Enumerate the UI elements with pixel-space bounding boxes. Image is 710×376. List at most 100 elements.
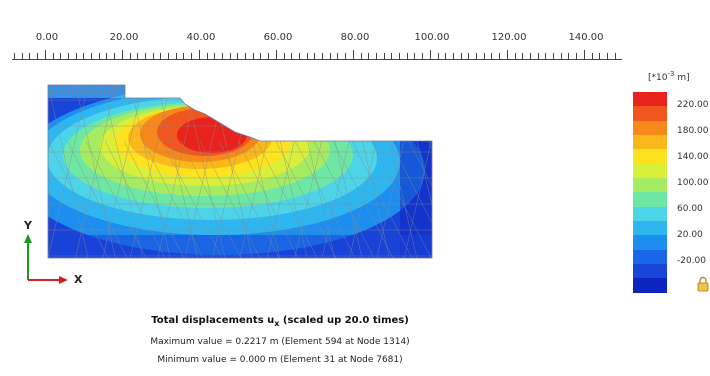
legend-unit: [*10-3 m] [648, 70, 690, 83]
ruler-tick [29, 53, 31, 59]
legend-color-band [633, 220, 667, 236]
ruler-tick [614, 53, 616, 59]
plot-title-suffix: (scaled up 20.0 times) [279, 315, 409, 326]
legend-label: 180.00 [677, 126, 709, 136]
ruler-tick [306, 53, 308, 59]
ruler-tick [591, 53, 593, 59]
ruler-tick [245, 53, 246, 59]
legend-label: 220.00 [677, 100, 709, 110]
legend-label: -20.00 [677, 256, 707, 266]
mesh-edge [199, 140, 261, 258]
ruler-tick [291, 53, 293, 59]
legend-color-band [633, 177, 667, 193]
ruler-tick [83, 53, 85, 59]
ruler-tick [391, 53, 393, 59]
y-axis-label: Y [24, 219, 32, 232]
ruler-tick [98, 53, 100, 59]
ruler-tick [214, 53, 216, 59]
ruler-label: 100.00 [414, 32, 450, 43]
mesh-edge [275, 140, 337, 258]
ruler-tick [337, 53, 339, 59]
mesh-edge [313, 140, 375, 258]
ruler-tick [221, 53, 223, 59]
mesh-edge [256, 140, 318, 258]
max-value-line: Maximum value = 0.2217 m (Element 594 at… [150, 337, 410, 347]
ruler-tick [560, 53, 562, 59]
ruler-tick [152, 53, 154, 59]
ruler-tick [537, 53, 539, 59]
legend-color-band [633, 163, 667, 178]
legend-label: 60.00 [677, 204, 703, 214]
legend-color-band [633, 120, 667, 135]
ruler-label: 0.00 [35, 32, 59, 43]
ruler-tick [314, 53, 316, 59]
ruler-label: 20.00 [109, 32, 139, 43]
ruler-tick [460, 53, 462, 59]
mesh-edge [123, 140, 185, 258]
ruler-tick [506, 50, 508, 59]
ruler-tick [422, 53, 424, 59]
plot-title: Total displacements ux (scaled up 20.0 t… [0, 315, 560, 328]
ruler-tick [553, 53, 554, 59]
mesh-edge [237, 140, 299, 258]
model-boundary [47, 84, 433, 259]
ruler-tick [91, 53, 92, 59]
ruler-tick [260, 53, 262, 59]
x-axis-arrowhead [59, 276, 68, 284]
ruler-label: 60.00 [263, 32, 293, 43]
mesh-edge [403, 85, 432, 258]
legend-color-band [633, 278, 667, 293]
y-axis-arrowhead [24, 234, 32, 243]
legend-color-band [633, 134, 667, 150]
ruler-tick [144, 53, 146, 59]
ruler-tick [137, 53, 139, 59]
ruler-label: 40.00 [186, 32, 216, 43]
ruler-tick [21, 53, 23, 59]
ruler-tick [60, 53, 62, 59]
mesh-edge [218, 140, 280, 258]
ruler-tick [67, 53, 69, 59]
ruler-tick [445, 53, 447, 59]
ruler-tick [345, 53, 347, 59]
ruler-tick [14, 53, 15, 59]
model-viewport[interactable]: 0.00 20.00 40.00 60.00 80.00 100.00 120.… [0, 0, 710, 300]
ruler-tick [399, 53, 400, 59]
ruler-tick [283, 53, 285, 59]
mesh-edge [129, 85, 171, 258]
legend-unit-prefix: [*10 [648, 73, 668, 83]
ruler-tick [268, 53, 270, 59]
plot-title-prefix: Total displacements u [151, 315, 275, 326]
mesh-edge [408, 140, 432, 258]
legend-label: 100.00 [677, 178, 709, 188]
mesh-edge [431, 85, 432, 258]
legend-color-band [633, 249, 667, 264]
mesh-edge [48, 85, 89, 258]
ruler-tick [198, 50, 200, 59]
ruler-tick [129, 53, 131, 59]
ruler-tick [44, 50, 46, 59]
ruler-tick [499, 53, 501, 59]
ruler-tick [168, 53, 169, 59]
ruler-tick [37, 53, 39, 59]
ruler-label: 120.00 [491, 32, 527, 43]
ruler-tick [175, 53, 177, 59]
ruler-tick [452, 53, 454, 59]
color-legend-bar [633, 92, 667, 293]
lock-icon[interactable] [696, 276, 710, 292]
x-axis-label: X [74, 273, 83, 286]
ruler-tick [375, 53, 377, 59]
ruler-tick [275, 50, 277, 59]
ruler-tick [360, 53, 362, 59]
ruler-tick [229, 53, 231, 59]
mesh-edge [332, 140, 394, 258]
mesh-edge [66, 140, 128, 258]
min-value-line: Minimum value = 0.000 m (Element 31 at N… [157, 355, 403, 365]
mesh-edge [351, 140, 413, 258]
legend-color-band [633, 106, 667, 121]
ruler-tick [121, 50, 123, 59]
ruler-tick [599, 53, 601, 59]
ruler-tick [106, 53, 108, 59]
ruler-tick [468, 53, 470, 59]
mesh-edge [104, 140, 166, 258]
horizontal-ruler: 0.00 20.00 40.00 60.00 80.00 100.00 120.… [0, 22, 625, 66]
